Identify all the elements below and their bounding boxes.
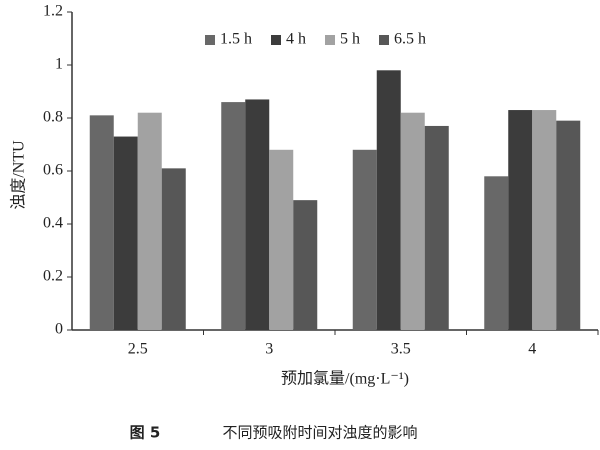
bar	[245, 99, 270, 330]
y-tick-label: 1.2	[43, 3, 63, 20]
bar	[352, 149, 377, 330]
y-axis-label: 浊度/NTU	[10, 140, 28, 210]
bar	[400, 112, 425, 330]
bar	[161, 168, 186, 330]
legend-label: 5 h	[340, 31, 360, 48]
legend-swatch	[379, 35, 389, 45]
legend-swatch	[271, 35, 281, 45]
x-tick-label: 3.5	[391, 341, 411, 358]
bar	[556, 120, 581, 331]
bar	[508, 110, 533, 330]
bar	[89, 115, 114, 330]
bar	[376, 70, 401, 331]
bar	[221, 102, 246, 330]
x-tick-label: 3	[265, 341, 273, 358]
bar	[269, 149, 294, 330]
legend-swatch	[205, 35, 215, 45]
y-tick-label: 0.6	[43, 162, 63, 179]
caption: 不同预吸附时间对浊度的影响	[222, 424, 417, 442]
legend-label: 6.5 h	[394, 31, 426, 48]
bar	[293, 200, 318, 330]
bar	[532, 110, 557, 330]
x-axis-label: 预加氯量/(mg·L⁻¹)	[281, 370, 409, 388]
x-tick-label: 2.5	[128, 341, 148, 358]
y-tick-label: 0.4	[43, 215, 63, 232]
bar	[137, 112, 162, 330]
figure-label: 图 5	[130, 424, 161, 442]
bar	[484, 176, 509, 330]
bar	[113, 136, 138, 330]
bar	[424, 125, 449, 330]
y-tick-label: 0.8	[43, 109, 63, 126]
legend-label: 4 h	[286, 31, 306, 48]
legend-swatch	[325, 35, 335, 45]
y-tick-label: 0.2	[43, 268, 63, 285]
y-tick-label: 1	[55, 56, 63, 73]
y-tick-label: 0	[55, 321, 63, 338]
x-tick-label: 4	[528, 341, 536, 358]
legend-label: 1.5 h	[220, 31, 252, 48]
